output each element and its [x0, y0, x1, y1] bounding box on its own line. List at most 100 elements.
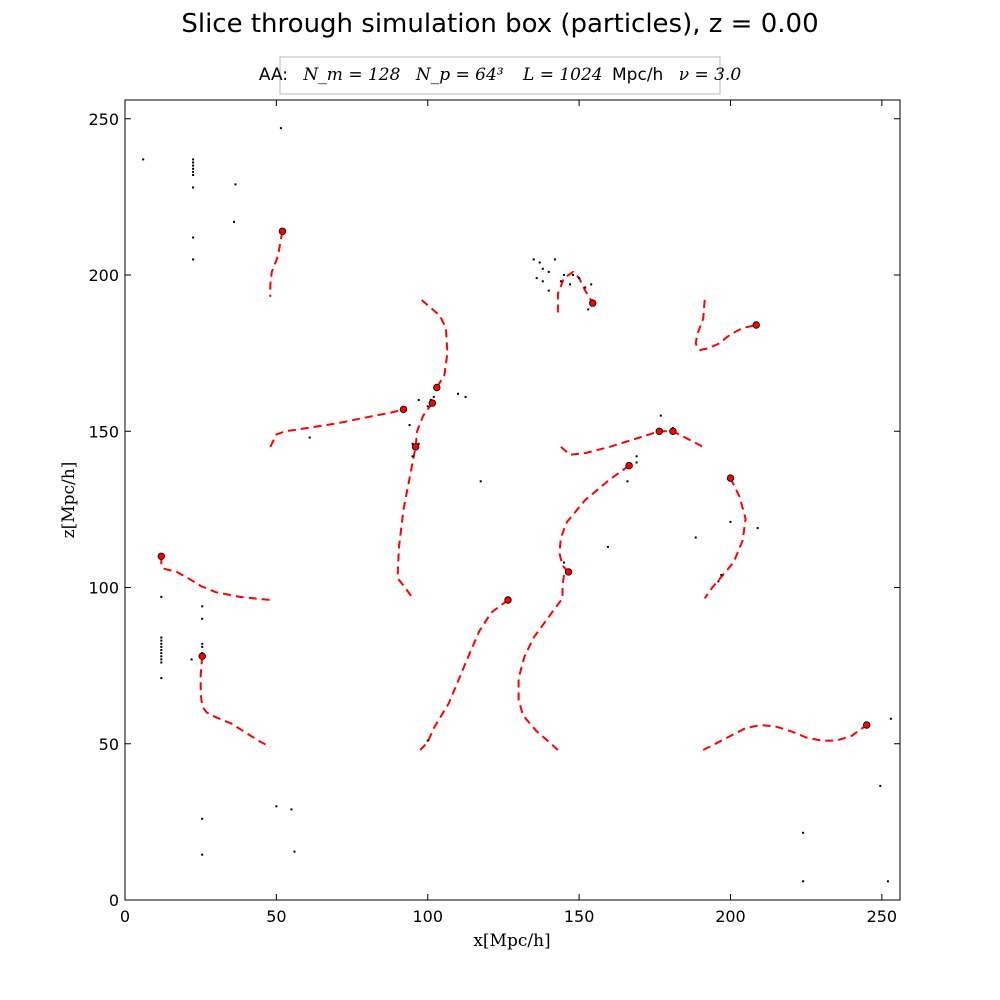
axes-frame	[124, 99, 901, 901]
halo-point-11	[157, 552, 165, 560]
particle-point-58	[160, 655, 163, 658]
y-axis-label: z[Mpc/h]	[59, 462, 79, 539]
y-tick-label-1: 50	[99, 735, 119, 754]
particle-point-61	[160, 677, 163, 680]
particle-point-7	[192, 186, 195, 189]
particle-point-77	[802, 880, 805, 883]
y-tick-label-4: 200	[88, 266, 119, 285]
halo-point-7	[655, 427, 663, 435]
particle-point-26	[535, 277, 538, 280]
particle-point-78	[879, 784, 882, 787]
particle-point-37	[417, 442, 420, 445]
particle-point-50	[563, 561, 565, 564]
filament-line-7	[558, 464, 630, 573]
particle-point-24	[590, 283, 593, 286]
legend: AA: N_m = 128 N_p = 64³ L = 1024 Mpc/h ν…	[259, 56, 741, 95]
filament-line-3	[396, 402, 434, 601]
x-tick-label-5: 250	[867, 907, 898, 926]
particle-point-38	[411, 455, 414, 458]
x-tick-label-3: 150	[564, 907, 595, 926]
particle-point-56	[160, 649, 163, 651]
particle-point-11	[192, 258, 195, 261]
halo-point-2	[752, 321, 760, 329]
particle-point-43	[635, 455, 638, 458]
particle-point-15	[541, 267, 544, 270]
particle-point-72	[290, 808, 293, 811]
particle-point-36	[411, 442, 414, 445]
particle-point-25	[587, 308, 590, 311]
x-tick-label-1: 50	[266, 907, 286, 926]
particle-point-3	[192, 164, 195, 167]
particle-point-20	[569, 283, 571, 286]
legend-nm: N_m = 128	[302, 65, 400, 85]
legend-l-unit: Mpc/h	[612, 65, 663, 85]
y-tick-label-3: 150	[88, 422, 119, 441]
particle-point-51	[160, 595, 163, 598]
filament-line-13	[702, 724, 868, 751]
legend-label: AA: N_m = 128 N_p = 64³ L = 1024 Mpc/h ν…	[259, 65, 741, 85]
particle-point-23	[584, 286, 587, 289]
halo-point-14	[198, 652, 206, 660]
particle-point-70	[426, 739, 429, 742]
particle-point-13	[532, 258, 535, 261]
halo-point-8	[669, 427, 677, 435]
particle-point-79	[886, 880, 889, 883]
y-tick-label-0: 0	[109, 891, 119, 910]
particle-point-17	[553, 258, 556, 261]
particle-point-16	[547, 270, 550, 273]
filaments-layer	[160, 231, 868, 751]
legend-np: N_p = 64³	[415, 65, 504, 85]
particle-point-68	[720, 574, 723, 576]
particle-point-74	[201, 817, 204, 820]
particle-point-29	[417, 399, 420, 401]
halo-point-9	[625, 461, 633, 470]
particle-point-9	[233, 220, 235, 223]
filament-line-8	[703, 477, 747, 599]
particle-point-4	[192, 167, 195, 170]
x-axis-label: x[Mpc/h]	[473, 931, 550, 951]
particle-point-76	[802, 831, 805, 834]
particle-point-55	[160, 645, 163, 648]
halo-point-13	[504, 596, 512, 604]
particle-point-62	[190, 658, 193, 661]
particle-point-69	[717, 580, 720, 583]
particle-point-33	[464, 395, 467, 398]
particle-point-41	[659, 414, 662, 417]
y-tick-label-5: 250	[88, 110, 119, 129]
particle-point-31	[432, 395, 435, 398]
particle-point-64	[201, 617, 204, 620]
filament-line-4	[556, 270, 594, 313]
filament-line-10	[419, 599, 509, 751]
particle-point-39	[308, 436, 311, 439]
y-tick-label-2: 100	[88, 579, 119, 598]
particle-point-5	[192, 170, 195, 173]
particle-point-40	[479, 480, 482, 483]
halo-point-3	[433, 383, 441, 392]
particle-point-22	[578, 277, 581, 280]
legend-box	[279, 56, 721, 95]
particle-point-35	[408, 424, 411, 426]
particle-point-18	[559, 280, 562, 283]
halo-point-1	[589, 299, 597, 307]
filament-line-11	[517, 574, 565, 751]
halo-point-12	[564, 568, 573, 576]
particle-point-66	[201, 645, 204, 648]
legend-nu: ν = 3.0	[679, 65, 742, 85]
particle-point-1	[192, 158, 195, 161]
particle-point-52	[160, 636, 163, 639]
ticks-layer: 0 50 100 150 200 250 0 50 100 150 200 250	[88, 100, 900, 926]
halo-point-5	[428, 399, 436, 407]
halo-point-4	[399, 405, 408, 414]
x-tick-label-4: 200	[715, 907, 746, 926]
particle-point-54	[160, 642, 163, 645]
particle-point-28	[547, 289, 550, 292]
particles-layer	[142, 127, 892, 883]
legend-l: L = 1024	[522, 65, 603, 85]
particle-point-27	[541, 280, 544, 283]
filament-line-5	[694, 299, 757, 351]
filament-line-0	[269, 231, 284, 297]
particle-point-53	[160, 639, 163, 642]
particle-point-21	[572, 274, 574, 276]
particle-point-32	[457, 392, 459, 395]
particle-point-45	[626, 480, 629, 483]
